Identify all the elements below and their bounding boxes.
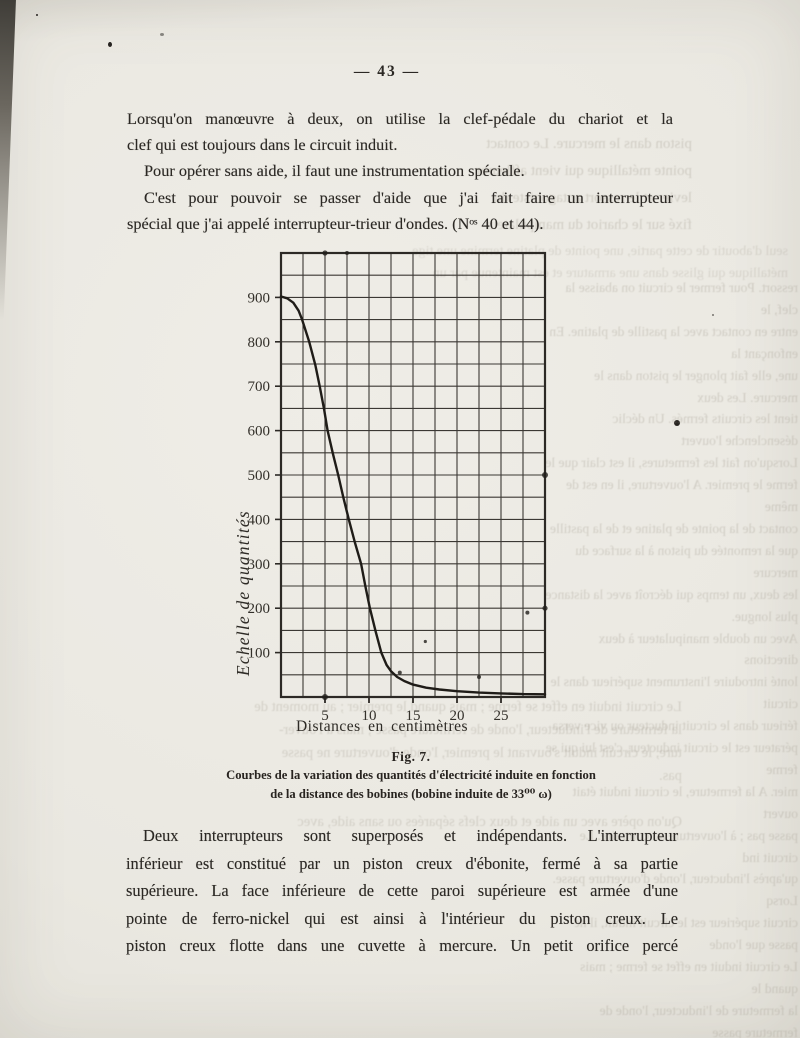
text-line: spécial que j'ai appelé interrupteur-tri… [127,213,544,233]
top-paragraphs: Lorsqu'on manœuvre à deux, on utilise la… [127,106,673,237]
text-line: inférieur est constitué par un piston cr… [126,853,678,873]
paragraph: C'est pour pouvoir se passer d'aide que … [127,185,673,237]
y-tick-label: 100 [248,646,271,662]
y-axis-title: Echelle de quantités [233,510,253,676]
y-tick-label: 900 [248,290,271,306]
figure-caption-line-2: de la distance des bobines (bobine indui… [270,787,552,801]
y-tick-label: 600 [248,424,271,440]
ink-speck [36,14,38,16]
ink-blot [322,250,328,256]
grid-lines [281,253,545,697]
y-tick-label: 400 [248,512,271,528]
text-line: Lorsqu'on manœuvre à deux, on utilise la… [127,109,673,128]
plot-svg: 100 200 300 400 500 600 700 800 900 5 10 15 20 25 [248,250,548,724]
bottom-paragraph: Deux interrupteurs sont superposés et in… [126,822,678,960]
y-tick-label: 200 [248,601,271,617]
x-tick-label: 5 [321,708,329,724]
x-tick-label: 25 [494,708,509,724]
ink-speck [108,42,112,47]
paragraph: Lorsqu'on manœuvre à deux, on utilise la… [127,106,673,158]
x-axis-title: Distances en centimètres [295,718,469,735]
ink-blot [397,670,402,675]
text-line: supérieure. La face inférieure de cette … [126,881,678,901]
ink-blot [345,251,349,255]
y-tick-label: 800 [248,335,271,351]
data-curve-induced-quantity [279,295,547,696]
ink-blot [477,675,481,680]
text-line: Deux interrupteurs sont superposés et in… [143,826,678,845]
figure-chart: 100 200 300 400 500 600 700 800 900 5 10 15 20 25 [216,244,560,744]
y-tick-label: 500 [248,468,271,484]
figure-caption-line-1: Courbes de la variation des quantités d'… [226,768,596,782]
ink-speck [160,33,164,36]
page-number: — 43 — [353,63,421,80]
text-line: Pour opérer sans aide, il faut une instr… [144,161,525,181]
ink-speck [712,314,714,316]
ink-blot [542,472,548,478]
figure-label: Fig. 7. [391,749,431,764]
x-tick-label: 20 [450,708,465,724]
paragraph: Pour opérer sans aide, il faut une instr… [127,158,673,184]
text-line: clef qui est toujours dans le circuit in… [127,135,398,155]
text-line: piston creux flotte dans une cuvette à m… [126,936,678,956]
ink-blot [423,639,427,644]
x-tick-label: 10 [362,708,377,724]
y-tick-label: 700 [248,379,271,395]
ink-blot [525,610,530,615]
scanner-edge-shadow [0,0,17,321]
tick-labels: 100 200 300 400 500 600 700 800 900 5 10 15 20 25 [248,290,509,724]
ink-blot [322,694,328,700]
text-line: pointe de ferro-nickel qui est ainsi à l… [126,908,678,928]
ink-blot [542,605,548,611]
x-tick-label: 15 [406,708,421,724]
text-line: C'est pour pouvoir se passer d'aide que … [144,187,673,207]
y-tick-label: 300 [248,557,271,573]
ink-speck [674,420,680,426]
